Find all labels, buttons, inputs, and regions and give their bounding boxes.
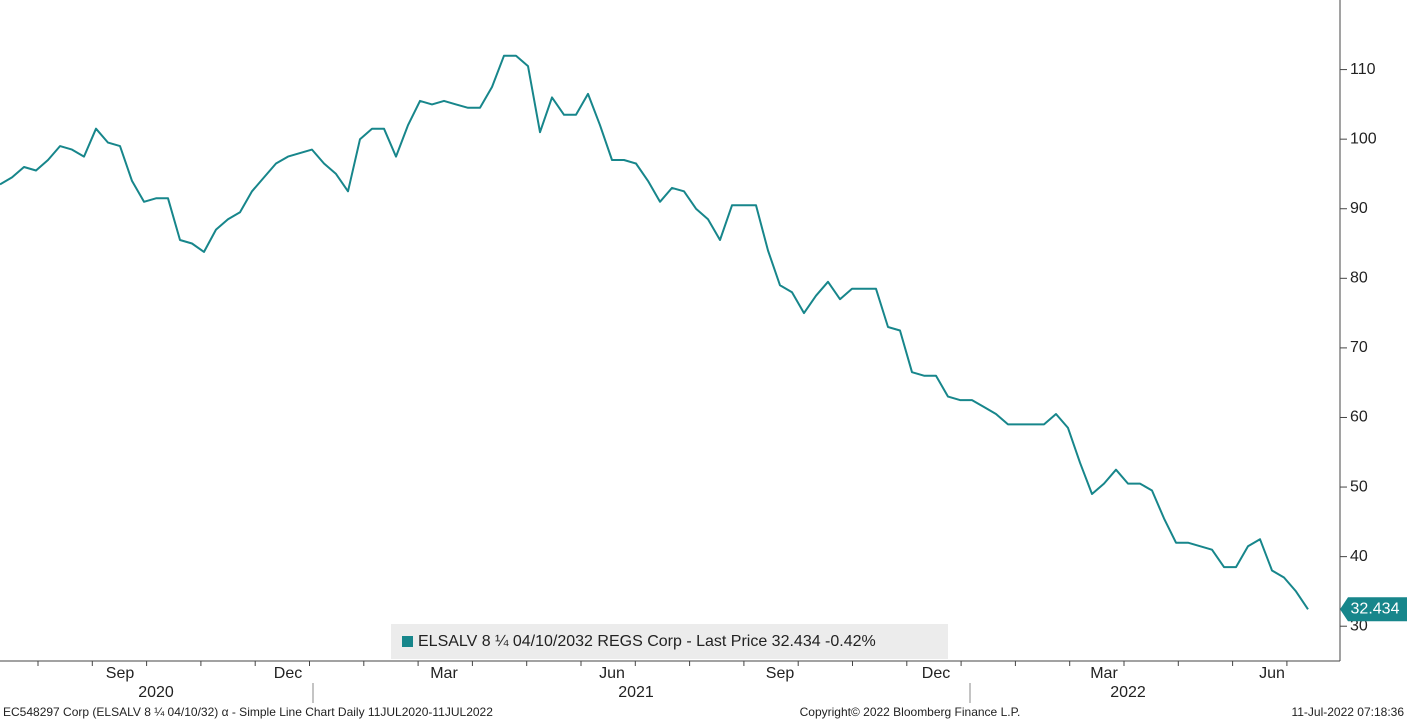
y-tick-label: 100 xyxy=(1350,130,1377,147)
legend-box xyxy=(391,624,948,659)
y-tick-label: 90 xyxy=(1350,200,1368,217)
x-year-label: 2020 xyxy=(138,684,174,701)
last-price-label: 32.434 xyxy=(1351,600,1400,617)
x-year-label: 2021 xyxy=(618,684,654,701)
x-tick-label: Sep xyxy=(106,665,135,682)
x-year-label: 2022 xyxy=(1110,684,1146,701)
y-tick-label: 80 xyxy=(1350,270,1368,287)
x-tick-label: Dec xyxy=(922,665,950,682)
legend-swatch xyxy=(402,636,413,647)
last-price-tag xyxy=(1340,597,1407,622)
x-tick-label: Dec xyxy=(274,665,302,682)
legend-label: ELSALV 8 ¼ 04/10/2032 REGS Corp - Last P… xyxy=(418,633,876,650)
y-tick-label: 50 xyxy=(1350,478,1368,495)
y-tick-label: 40 xyxy=(1350,548,1368,565)
x-tick-label: Jun xyxy=(599,665,625,682)
x-tick-label: Mar xyxy=(430,665,458,682)
y-tick-label: 70 xyxy=(1350,339,1368,356)
x-tick-label: Jun xyxy=(1259,665,1285,682)
x-tick-label: Sep xyxy=(766,665,795,682)
footer-right: 11-Jul-2022 07:18:36 xyxy=(1291,705,1404,719)
y-tick-label: 60 xyxy=(1350,409,1368,426)
price-line xyxy=(0,54,1309,610)
footer-center: Copyright© 2022 Bloomberg Finance L.P. xyxy=(800,705,1021,719)
y-tick-label: 30 xyxy=(1350,617,1368,634)
footer-left: EC548297 Corp (ELSALV 8 ¼ 04/10/32) α - … xyxy=(3,705,493,719)
y-tick-label: 110 xyxy=(1350,61,1376,78)
x-tick-label: Mar xyxy=(1090,665,1118,682)
